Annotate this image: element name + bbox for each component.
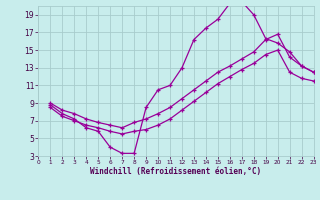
X-axis label: Windchill (Refroidissement éolien,°C): Windchill (Refroidissement éolien,°C) bbox=[91, 167, 261, 176]
